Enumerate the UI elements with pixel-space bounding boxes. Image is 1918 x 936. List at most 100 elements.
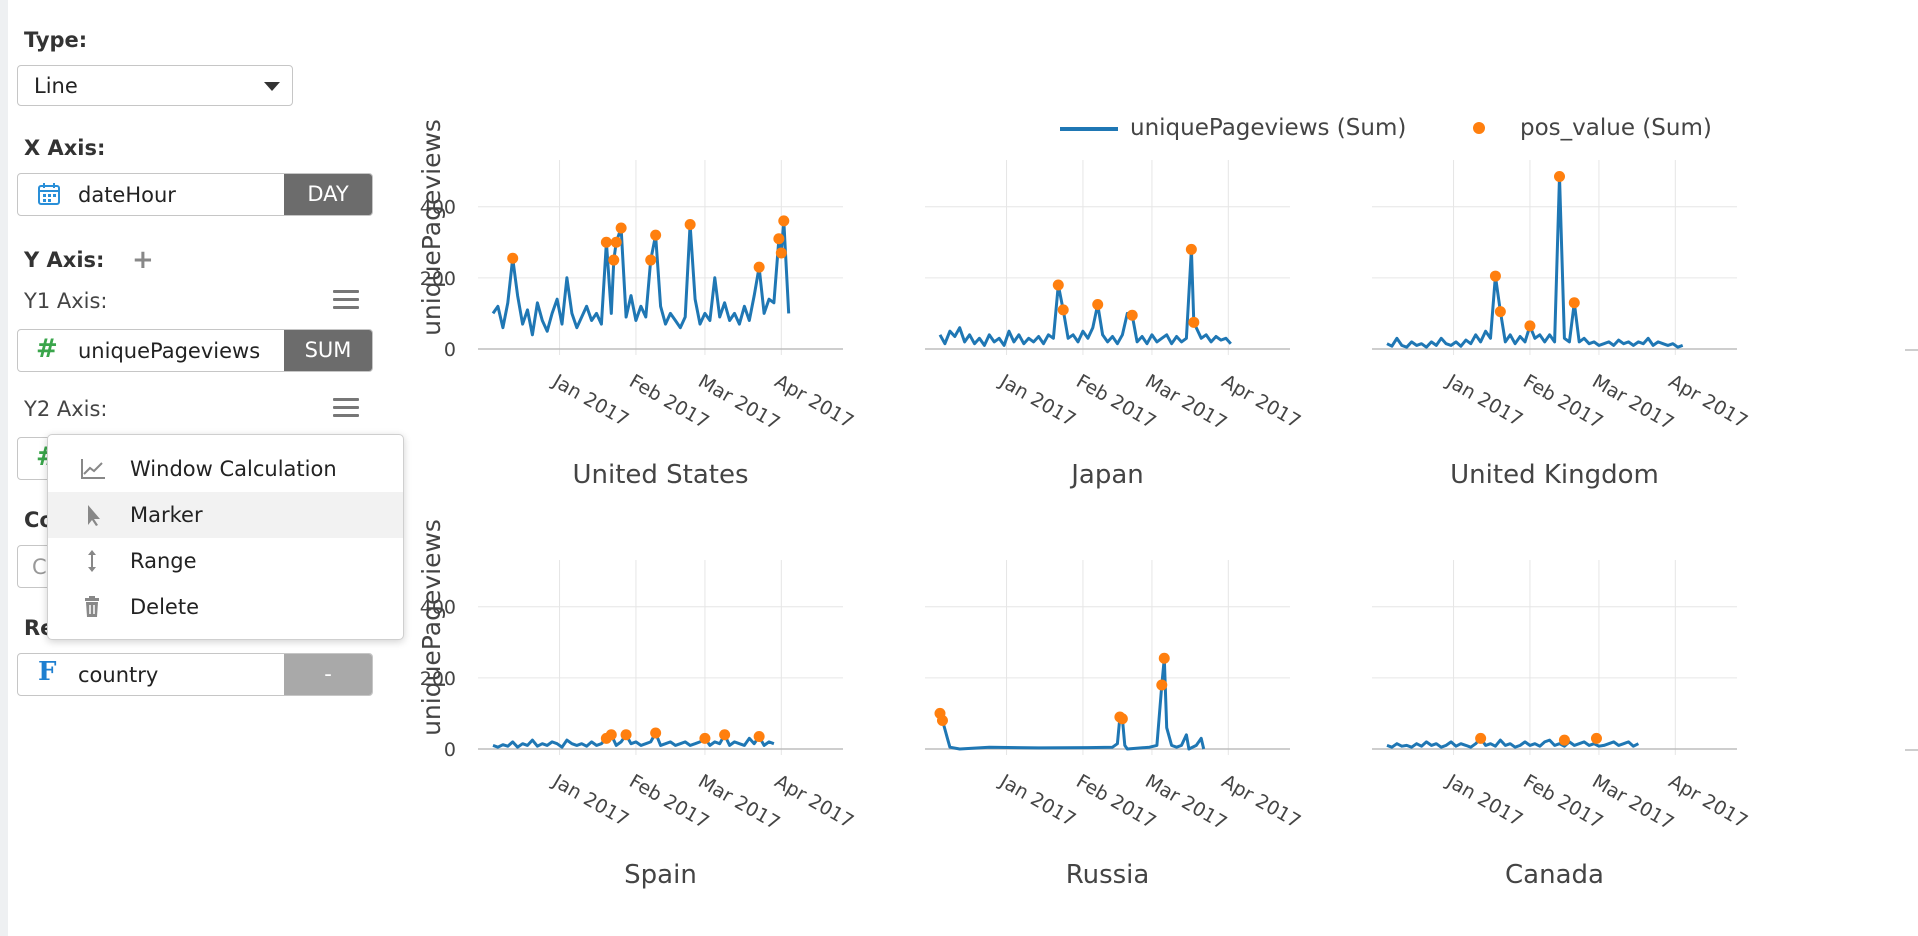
data-marker	[1052, 279, 1064, 291]
y-tick-label: 0	[444, 339, 456, 361]
yaxis-context-menu: Window Calculation Marker Range Delete	[47, 434, 404, 640]
data-marker	[1489, 270, 1501, 282]
data-marker	[1188, 316, 1200, 328]
data-marker	[1158, 652, 1170, 664]
cursor-icon	[88, 505, 100, 526]
y-axis-label: uniquePageviews	[417, 119, 446, 336]
panel-title: Spain	[624, 860, 697, 890]
x-tick-label: Jan 2017	[995, 370, 1079, 431]
menu-item-delete[interactable]: Delete	[48, 584, 403, 630]
x-tick-label: Apr 2017	[1218, 770, 1305, 833]
menu-item-range[interactable]: Range	[48, 538, 403, 584]
repeat-field-name: country	[78, 663, 159, 687]
data-marker	[753, 261, 765, 273]
repeat-aggregation-button[interactable]: -	[284, 654, 372, 695]
data-marker	[1524, 320, 1536, 332]
data-marker	[1126, 309, 1138, 321]
panel-title: United Kingdom	[1450, 460, 1659, 490]
menu-item-marker[interactable]: Marker	[48, 492, 403, 538]
x-tick-label: Apr 2017	[1665, 770, 1752, 833]
data-marker	[507, 252, 519, 264]
hash-icon: #	[36, 334, 58, 364]
data-marker	[608, 254, 620, 266]
function-icon: F	[38, 657, 57, 687]
data-marker	[645, 254, 657, 266]
series-line	[491, 219, 791, 337]
add-yaxis-plus-icon[interactable]: +	[132, 245, 154, 275]
data-marker	[600, 236, 612, 248]
y-tick-label: 0	[444, 739, 456, 761]
data-marker	[719, 729, 731, 741]
data-marker	[773, 233, 785, 245]
chevron-down-icon	[264, 82, 280, 91]
x-tick-label: Mar 2017	[1141, 370, 1230, 434]
data-marker	[1558, 734, 1570, 746]
x-tick-label: Jan 2017	[995, 770, 1079, 831]
series-line	[1386, 736, 1640, 749]
xaxis-field-name: dateHour	[78, 183, 176, 207]
menu-item-label: Marker	[130, 503, 203, 527]
y1-field-pill[interactable]: # uniquePageviews SUM	[17, 329, 373, 372]
menu-item-label: Delete	[130, 595, 199, 619]
legend-line-swatch	[1060, 127, 1118, 131]
repeat-field-pill[interactable]: F country -	[17, 653, 373, 696]
xaxis-field-pill[interactable]: dateHour DAY	[17, 173, 373, 216]
data-marker	[1057, 304, 1069, 316]
data-marker	[1554, 170, 1565, 182]
data-marker	[1156, 679, 1168, 691]
data-marker	[615, 222, 627, 234]
y-axis-label: uniquePageviews	[417, 519, 446, 736]
series-line	[938, 656, 1206, 751]
y1-menu-hamburger-icon[interactable]	[333, 290, 359, 312]
data-marker	[699, 732, 711, 744]
x-tick-label: Jan 2017	[1442, 770, 1526, 831]
x-tick-label: Jan 2017	[1442, 370, 1526, 431]
data-marker	[1494, 306, 1506, 318]
menu-item-label: Window Calculation	[130, 457, 337, 481]
xaxis-aggregation-button[interactable]: DAY	[284, 174, 372, 215]
data-marker	[650, 727, 662, 739]
x-tick-label: Apr 2017	[1218, 370, 1305, 433]
x-tick-label: Mar 2017	[1588, 370, 1677, 434]
panel-title: United States	[572, 460, 748, 490]
panel-title: Russia	[1066, 860, 1150, 890]
config-sidebar: Type: Line X Axis: dateHour DAY Y Axis: …	[0, 0, 400, 936]
y-tick-label: 200	[420, 268, 456, 290]
x-tick-label: Apr 2017	[771, 370, 858, 433]
y2-menu-hamburger-icon[interactable]	[333, 398, 359, 420]
panel-title: Japan	[1069, 460, 1144, 490]
data-marker	[620, 729, 632, 741]
x-tick-label: Apr 2017	[771, 770, 858, 833]
xaxis-label: X Axis:	[24, 136, 106, 160]
y2-axis-label: Y2 Axis:	[24, 397, 108, 421]
data-marker	[605, 729, 617, 741]
y1-aggregation-button[interactable]: SUM	[284, 330, 372, 371]
x-tick-label: Jan 2017	[548, 770, 632, 831]
series-line	[492, 731, 775, 749]
chart-type-value: Line	[34, 74, 78, 98]
data-marker	[1590, 732, 1602, 744]
line-chart-icon	[81, 459, 105, 479]
menu-item-window-calculation[interactable]: Window Calculation	[48, 446, 403, 492]
x-tick-label: Mar 2017	[694, 770, 783, 834]
data-marker	[775, 247, 787, 259]
calendar-icon	[38, 183, 60, 205]
x-tick-label: Mar 2017	[1141, 770, 1230, 834]
y-tick-label: 400	[420, 197, 456, 219]
chart-type-select[interactable]: Line	[17, 65, 293, 106]
data-marker	[1092, 299, 1104, 311]
x-tick-label: Apr 2017	[1665, 370, 1752, 433]
data-marker	[778, 215, 790, 227]
menu-item-label: Range	[130, 549, 197, 573]
color-input-placeholder: C	[32, 555, 47, 579]
vertical-arrows-icon	[88, 550, 96, 572]
data-marker	[650, 229, 662, 241]
legend-marker-swatch	[1473, 122, 1485, 134]
series-line	[938, 247, 1232, 347]
y1-field-name: uniquePageviews	[78, 339, 261, 363]
